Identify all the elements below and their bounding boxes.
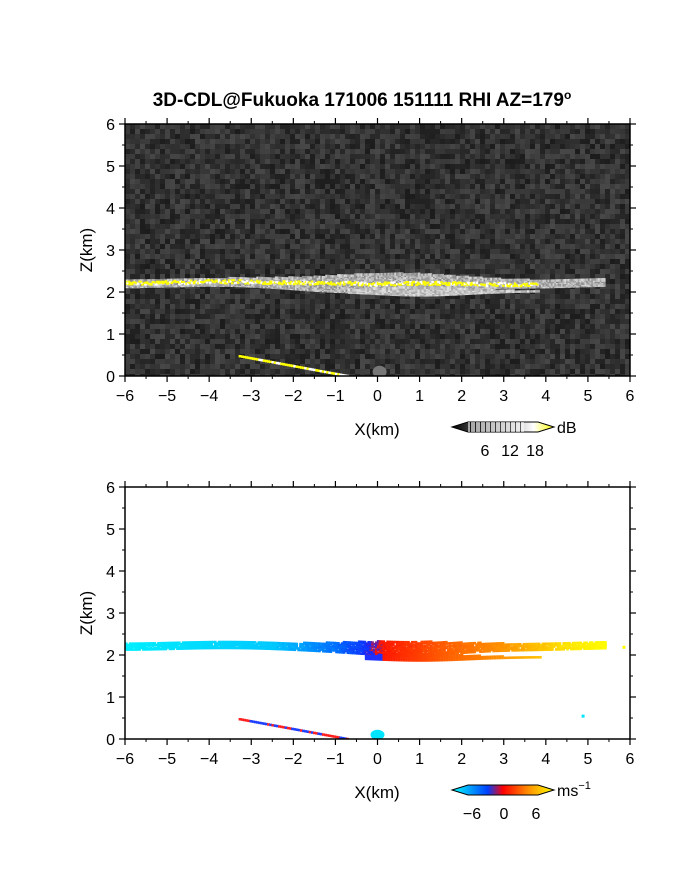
y-tick-label: 2	[106, 285, 115, 302]
backscatter-colorbar-tick: 18	[526, 443, 544, 460]
backscatter-colorbar-label: dB	[557, 420, 577, 437]
x-tick-label: −1	[326, 388, 344, 405]
x-tick-label: 0	[373, 388, 382, 405]
y-tick-label: 1	[106, 327, 115, 344]
backscatter-colorbar-tick: 12	[501, 443, 519, 460]
y-tick-label: 0	[106, 369, 115, 386]
velocity-xlabel: X(km)	[354, 783, 399, 802]
x-tick-label: 6	[626, 751, 635, 768]
x-tick-label: 2	[457, 751, 466, 768]
velocity-plot-area	[125, 487, 630, 739]
x-tick-label: 1	[415, 751, 424, 768]
x-tick-label: −3	[242, 388, 260, 405]
velocity-colorbar-label: ms−1	[557, 780, 591, 800]
y-tick-label: 3	[106, 606, 115, 623]
y-tick-label: 1	[106, 690, 115, 707]
x-tick-label: 5	[583, 751, 592, 768]
x-tick-label: 3	[499, 388, 508, 405]
y-tick-label: 0	[106, 732, 115, 749]
x-tick-label: 6	[626, 388, 635, 405]
x-tick-label: 5	[583, 388, 592, 405]
y-tick-label: 4	[106, 564, 115, 581]
x-tick-label: 1	[415, 388, 424, 405]
x-tick-label: −5	[158, 388, 176, 405]
y-tick-label: 5	[106, 159, 115, 176]
x-tick-label: −4	[200, 751, 218, 768]
noise-background	[125, 124, 630, 376]
x-tick-label: −2	[284, 751, 302, 768]
backscatter-layer	[125, 272, 606, 376]
x-tick-label: −3	[242, 751, 260, 768]
x-tick-label: −6	[116, 388, 134, 405]
x-tick-label: 4	[541, 751, 550, 768]
x-tick-label: 4	[541, 388, 550, 405]
y-tick-label: 6	[106, 480, 115, 497]
x-tick-label: −5	[158, 751, 176, 768]
x-tick-label: −4	[200, 388, 218, 405]
velocity-layer	[125, 640, 626, 739]
velocity-ylabel: Z(km)	[77, 591, 96, 635]
backscatter-xlabel: X(km)	[354, 420, 399, 439]
figure-title: 3D-CDL@Fukuoka 171006 151111 RHI AZ=179o	[153, 88, 572, 111]
velocity-colorbar: ms−1 −6 0 6	[450, 780, 591, 823]
x-tick-label: −2	[284, 388, 302, 405]
x-tick-label: 3	[499, 751, 508, 768]
y-tick-label: 4	[106, 201, 115, 218]
y-tick-label: 2	[106, 648, 115, 665]
velocity-ticks: −6 −5 −4 −3 −2 −1 0 1 2 3 4 5 6 0 1 2 3 4 5 6	[106, 480, 636, 768]
x-tick-label: 0	[373, 751, 382, 768]
x-tick-label: 2	[457, 388, 466, 405]
backscatter-colorbar-tick: 6	[481, 443, 490, 460]
velocity-colorbar-bar	[450, 784, 556, 796]
velocity-colorbar-tick: 6	[532, 806, 541, 823]
velocity-colorbar-tick: −6	[463, 806, 481, 823]
backscatter-ticks: −6 −5 −4 −3 −2 −1 0 1 2 3 4 5 6 0 1 2 3 4 5 6	[106, 117, 636, 405]
y-tick-label: 5	[106, 522, 115, 539]
x-tick-label: −1	[326, 751, 344, 768]
backscatter-colorbar: dB 6 12 18	[450, 420, 577, 460]
x-tick-label: −6	[116, 751, 134, 768]
backscatter-ylabel: Z(km)	[77, 228, 96, 272]
y-tick-label: 6	[106, 117, 115, 134]
velocity-panel: −6 −5 −4 −3 −2 −1 0 1 2 3 4 5 6 0 1 2 3 4 5 6 X(km) Z(km) m…	[77, 480, 636, 823]
y-tick-label: 3	[106, 243, 115, 260]
velocity-colorbar-tick: 0	[500, 806, 509, 823]
